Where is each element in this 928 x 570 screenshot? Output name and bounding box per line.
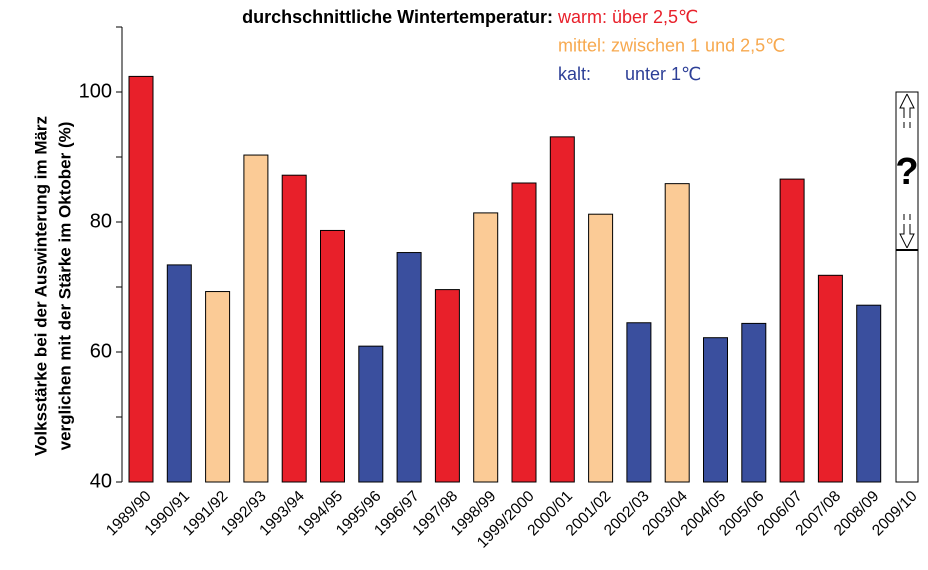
bar [434, 289, 460, 483]
y-tick-label: 80 [90, 210, 112, 232]
arrow-up [899, 93, 915, 128]
legend-desc: unter 1℃ [625, 64, 701, 84]
bar [320, 229, 345, 483]
legend-desc: über 2,5℃ [612, 7, 698, 27]
arrow-down [899, 213, 915, 249]
bar [205, 291, 231, 483]
bar [588, 213, 614, 483]
y-axis-label: verglichen mit der Stärke im Oktober (%) [55, 122, 74, 451]
bar [779, 178, 805, 483]
bar [626, 322, 652, 483]
legend-label: kalt: [558, 64, 591, 84]
y-axis-label: Volksstärke bei der Auswinterung im März [31, 116, 50, 456]
bar [703, 337, 728, 483]
legend-label: mittel: [558, 35, 606, 55]
bar [396, 252, 422, 483]
y-tick-label: 40 [90, 470, 112, 492]
y-tick-label: 60 [90, 340, 112, 362]
bar [664, 183, 690, 483]
y-tick-label: 100 [79, 80, 112, 102]
bar [281, 174, 307, 483]
legend-title: durchschnittliche Wintertemperatur: [242, 7, 553, 27]
bar [166, 264, 192, 483]
bar [358, 345, 384, 483]
legend-desc: zwischen 1 und 2,5℃ [611, 35, 785, 55]
bar [243, 154, 269, 483]
bar [549, 136, 575, 483]
bar [856, 304, 882, 483]
legend-label: warm: [557, 7, 607, 27]
bar [128, 75, 154, 483]
bar [473, 212, 499, 483]
bar [741, 322, 767, 483]
unknown-bar [895, 249, 919, 483]
bar [817, 274, 843, 483]
bar [511, 182, 537, 483]
unknown-label: ? [895, 151, 918, 193]
